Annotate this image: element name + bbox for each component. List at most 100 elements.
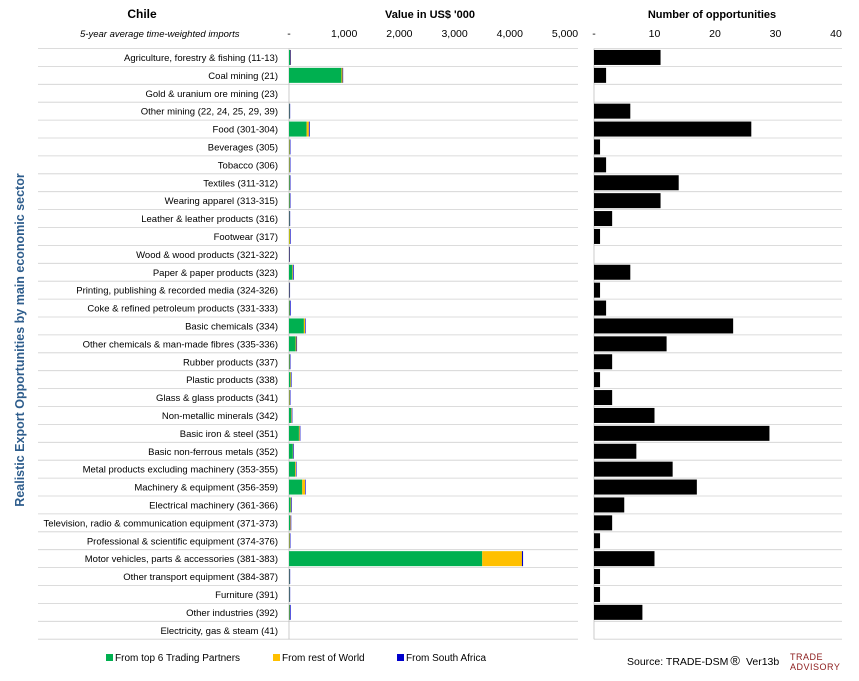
value-bar-segment [295, 336, 297, 352]
value-bar-segment [291, 407, 292, 423]
value-bar-segment [299, 425, 301, 441]
count-bar [594, 211, 613, 227]
legend-swatch-top6 [106, 654, 113, 661]
legend: From top 6 Trading Partners From rest of… [106, 653, 486, 664]
value-tick-label: 2,000 [386, 28, 412, 40]
count-bar [594, 425, 770, 441]
row-separators [38, 48, 842, 640]
count-bar [594, 318, 734, 334]
category-label: Wearing apparel (313-315) [165, 196, 278, 207]
category-label: Leather & leather products (316) [141, 214, 278, 225]
value-bar-segment [292, 264, 294, 280]
category-label: Machinery & equipment (356-359) [134, 483, 278, 494]
count-bar [594, 372, 601, 388]
value-bar-segment [289, 443, 293, 459]
value-bar-segment [289, 354, 291, 370]
count-tick-label: 40 [830, 28, 842, 40]
value-bar-segment [305, 479, 306, 495]
value-bar-segment [290, 49, 291, 65]
logo-bottom: ADVISORY [790, 662, 840, 672]
category-label: Electricity, gas & steam (41) [160, 626, 278, 637]
count-bar [594, 551, 655, 567]
value-bar-segment [291, 497, 292, 513]
value-bars [289, 49, 524, 620]
category-label: Plastic products (338) [186, 375, 278, 386]
count-bar [594, 461, 673, 477]
value-bar-segment [290, 372, 292, 388]
count-bar [594, 604, 643, 620]
category-label: Food (301-304) [213, 125, 278, 136]
value-bar-segment [303, 318, 306, 334]
category-label: Paper & paper products (323) [153, 268, 278, 279]
category-label: Professional & scientific equipment (374… [87, 536, 278, 547]
value-tick-label: 3,000 [441, 28, 467, 40]
value-bar-segment [289, 246, 290, 262]
category-label: Basic non-ferrous metals (352) [148, 447, 278, 458]
value-bar-segment [298, 425, 300, 441]
value-bar-segment [521, 551, 524, 567]
count-bar [594, 336, 667, 352]
value-bar-segment [289, 121, 307, 137]
value-bar-segment [295, 461, 297, 477]
legend-label-south-africa: From South Africa [406, 653, 486, 664]
count-bar [594, 407, 655, 423]
value-bar-segment [289, 211, 291, 227]
category-label: Other industries (392) [186, 608, 278, 619]
value-tick-label: 1,000 [331, 28, 357, 40]
source-text: Source: TRADE-DSM ® Ver13b [627, 653, 779, 668]
category-label: Other mining (22, 24, 25, 29, 39) [141, 107, 278, 118]
count-bar [594, 533, 601, 549]
count-tick-label: 10 [649, 28, 661, 40]
value-bar-segment [289, 175, 291, 191]
count-bar [594, 139, 601, 155]
value-bar-segment [289, 103, 291, 119]
value-bar-segment [306, 121, 309, 137]
registered-mark: ® [730, 653, 740, 668]
count-bar [594, 67, 607, 83]
value-bar-segment [289, 336, 296, 352]
category-label: Tobacco (306) [218, 160, 278, 171]
value-bar-segment [290, 372, 291, 388]
value-bar-segment [289, 193, 291, 209]
category-label: Glass & glass products (341) [156, 393, 278, 404]
value-bar-segment [289, 193, 290, 209]
count-bars [594, 49, 770, 620]
category-label: Footwear (317) [214, 232, 278, 243]
category-label: Coke & refined petroleum products (331-3… [87, 304, 278, 315]
legend-label-top6: From top 6 Trading Partners [115, 653, 240, 664]
value-bar-segment [289, 300, 290, 316]
value-bar-segment [289, 372, 291, 388]
category-label: Rubber products (337) [183, 357, 278, 368]
value-bar-segment [289, 157, 290, 173]
count-bar [594, 193, 661, 209]
value-bar-segment [289, 515, 291, 531]
value-bar-segment [289, 479, 303, 495]
category-label: Other chemicals & man-made fibres (335-3… [83, 339, 278, 350]
value-bar-segment [290, 497, 292, 513]
value-bar-segment [289, 139, 290, 155]
category-label: Coal mining (21) [208, 71, 278, 82]
value-bar-segment [289, 139, 291, 155]
count-bar [594, 479, 697, 495]
count-tick-label: - [592, 28, 596, 40]
value-bar-segment [291, 407, 293, 423]
value-bar-segment [296, 336, 298, 352]
trade-advisory-logo: TRADE ADVISORY [790, 652, 840, 672]
value-bar-segment [289, 228, 291, 244]
count-bar [594, 354, 613, 370]
value-bar-segment [289, 497, 291, 513]
value-bar-segment [292, 264, 293, 280]
count-bar [594, 300, 607, 316]
value-bar-segment [289, 264, 293, 280]
logo-top: TRADE [790, 652, 823, 662]
category-label: Printing, publishing & recorded media (3… [76, 286, 278, 297]
value-bar-segment [289, 551, 483, 567]
category-label: Wood & wood products (321-322) [136, 250, 278, 261]
category-label: Textiles (311-312) [203, 178, 278, 189]
category-labels: Agriculture, forestry & fishing (11-13) C… [44, 53, 278, 637]
value-bar-segment [289, 533, 291, 549]
value-bar-segment [289, 390, 291, 406]
value-bar-segment [289, 157, 291, 173]
value-bar-segment [289, 604, 290, 620]
